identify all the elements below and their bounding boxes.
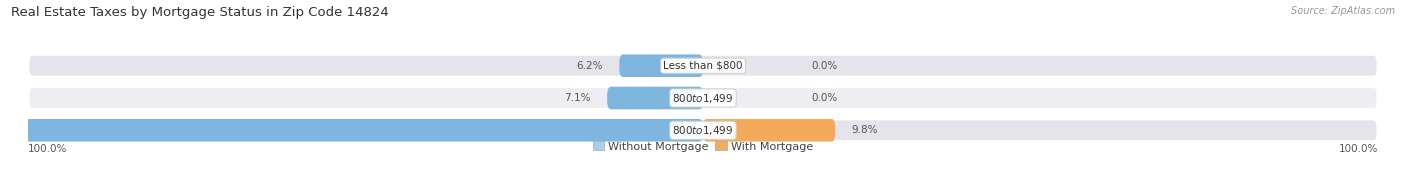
Text: $800 to $1,499: $800 to $1,499: [672, 124, 734, 137]
FancyBboxPatch shape: [619, 54, 703, 77]
Text: 0.0%: 0.0%: [811, 93, 837, 103]
Text: Less than $800: Less than $800: [664, 61, 742, 71]
FancyBboxPatch shape: [28, 54, 1378, 77]
Text: 7.1%: 7.1%: [564, 93, 591, 103]
FancyBboxPatch shape: [28, 119, 1378, 142]
FancyBboxPatch shape: [703, 119, 835, 142]
Text: $800 to $1,499: $800 to $1,499: [672, 92, 734, 104]
Legend: Without Mortgage, With Mortgage: Without Mortgage, With Mortgage: [588, 137, 818, 156]
Text: 0.0%: 0.0%: [811, 61, 837, 71]
Text: Real Estate Taxes by Mortgage Status in Zip Code 14824: Real Estate Taxes by Mortgage Status in …: [11, 6, 389, 19]
Text: 6.2%: 6.2%: [576, 61, 603, 71]
FancyBboxPatch shape: [28, 87, 1378, 109]
Text: Source: ZipAtlas.com: Source: ZipAtlas.com: [1291, 6, 1395, 16]
Text: 100.0%: 100.0%: [28, 144, 67, 154]
FancyBboxPatch shape: [0, 119, 703, 142]
Text: 9.8%: 9.8%: [852, 125, 877, 135]
Text: 100.0%: 100.0%: [1339, 144, 1378, 154]
FancyBboxPatch shape: [607, 87, 703, 109]
